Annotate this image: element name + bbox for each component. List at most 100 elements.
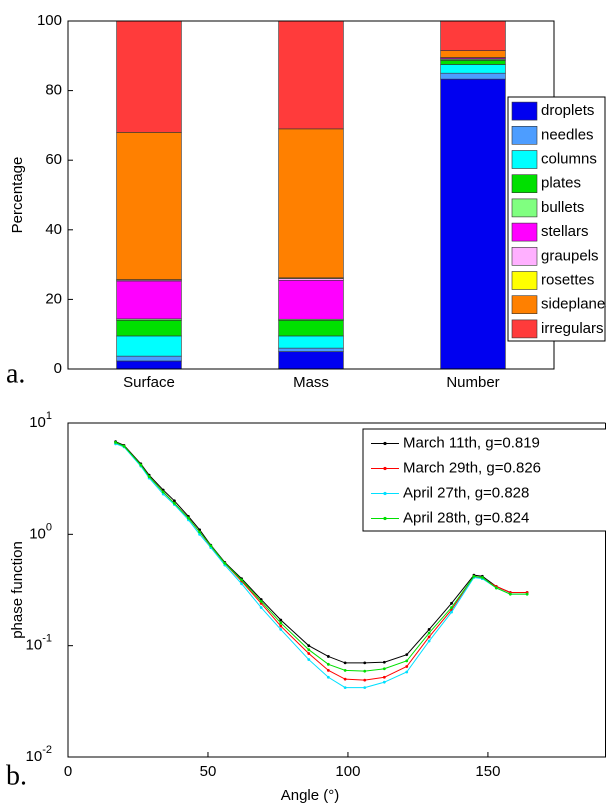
x-tick-label: Surface — [123, 374, 175, 391]
series-marker — [382, 675, 386, 679]
series-marker — [279, 621, 283, 625]
legend-label: needles — [541, 126, 594, 143]
y-tick-label: 60 — [45, 151, 62, 168]
y-axis-label: Percentage — [9, 157, 26, 234]
legend-box — [362, 428, 606, 532]
legend-swatch — [511, 319, 538, 339]
series-marker — [198, 530, 201, 534]
legend-marker — [383, 516, 387, 521]
series-marker — [494, 586, 498, 590]
legend-label: droplets — [541, 102, 594, 119]
legend-label: irregulars — [541, 320, 604, 337]
legend-label: columns — [541, 150, 597, 167]
series-marker — [307, 658, 311, 661]
bar-segment — [278, 351, 344, 370]
series-marker — [161, 490, 165, 494]
series-marker — [405, 659, 409, 663]
series-marker — [450, 601, 453, 605]
series-marker — [382, 660, 386, 664]
legend-swatch — [511, 101, 538, 121]
bar-segment — [278, 128, 344, 279]
series-marker — [147, 475, 151, 479]
series-line — [115, 441, 528, 664]
series-marker — [343, 661, 347, 665]
series-marker — [307, 644, 311, 648]
series-marker — [427, 635, 431, 639]
y-axis-label: phase function — [9, 541, 26, 639]
bar-segment — [116, 20, 182, 133]
series-marker — [307, 648, 311, 652]
y-tick-exponent: -1 — [42, 633, 52, 645]
x-axis-label: Angle (°) — [281, 787, 340, 804]
y-tick-label: 10-1 — [26, 633, 52, 654]
series-marker — [427, 639, 431, 643]
x-tick-label: Mass — [293, 374, 329, 391]
legend-label: March 11th, g=0.819 — [403, 434, 540, 451]
series-marker — [279, 624, 283, 628]
y-tick-base: 10 — [29, 414, 46, 431]
series-marker — [326, 662, 330, 666]
legend-label: bullets — [541, 199, 584, 216]
series-marker — [139, 463, 143, 467]
series-marker — [326, 655, 330, 658]
bar-segment — [116, 335, 182, 357]
bar-segment — [278, 279, 344, 320]
series-marker — [405, 653, 409, 657]
legend-label: plates — [541, 175, 581, 192]
series-marker — [427, 631, 431, 635]
y-tick-base: 10 — [26, 637, 43, 654]
series-marker — [198, 532, 201, 536]
series-marker — [363, 686, 367, 690]
x-tick-label: 150 — [475, 763, 500, 780]
bar-segment — [440, 64, 506, 74]
series-marker — [223, 561, 227, 565]
legend-label: April 28th, g=0.824 — [403, 509, 529, 526]
bar-segment — [440, 72, 506, 80]
y-tick-label: 100 — [37, 12, 62, 29]
bar-segment — [440, 78, 506, 370]
legend: March 11th, g=0.819 March 29th, g=0.826 Ap… — [362, 428, 606, 532]
series-marker — [343, 668, 347, 672]
series-marker — [508, 592, 512, 596]
legend-swatch — [511, 150, 538, 169]
series-marker — [326, 668, 330, 672]
y-tick-label: 20 — [45, 290, 62, 307]
y-tick-base: 10 — [29, 525, 46, 542]
bar-segment — [116, 360, 182, 370]
series-marker — [405, 665, 409, 668]
series-marker — [472, 574, 476, 578]
bar-segment — [116, 319, 182, 337]
series-marker — [172, 501, 176, 505]
series-marker — [363, 661, 367, 665]
series-marker — [525, 592, 529, 596]
series-marker — [114, 440, 117, 444]
series-marker — [240, 578, 243, 582]
legend-swatch — [511, 247, 538, 266]
bar-segment — [440, 60, 506, 65]
series-marker — [186, 516, 190, 520]
x-tick-label: 100 — [335, 763, 360, 780]
bar-segment — [278, 335, 344, 349]
legend-marker — [383, 466, 387, 471]
series-marker — [450, 606, 453, 609]
series-marker — [326, 675, 330, 679]
legend-swatch — [511, 222, 538, 242]
legend-swatch — [511, 198, 538, 218]
bar-segment — [116, 280, 182, 320]
y-tick-base: 10 — [26, 748, 43, 765]
series-marker — [382, 680, 386, 684]
series-marker — [259, 606, 263, 609]
bar-segment — [440, 20, 506, 51]
y-tick-exponent: -2 — [42, 744, 52, 756]
y-tick-label: 101 — [29, 410, 52, 431]
panel-label: b. — [6, 760, 27, 791]
panel-label: a. — [6, 358, 25, 389]
legend: droplets needles columns plates bullets stell… — [507, 96, 606, 342]
y-tick-label: 40 — [45, 221, 62, 238]
series-marker — [480, 576, 484, 579]
legend-label: rosettes — [541, 271, 594, 288]
series-marker — [307, 652, 311, 655]
series-marker — [427, 627, 431, 631]
